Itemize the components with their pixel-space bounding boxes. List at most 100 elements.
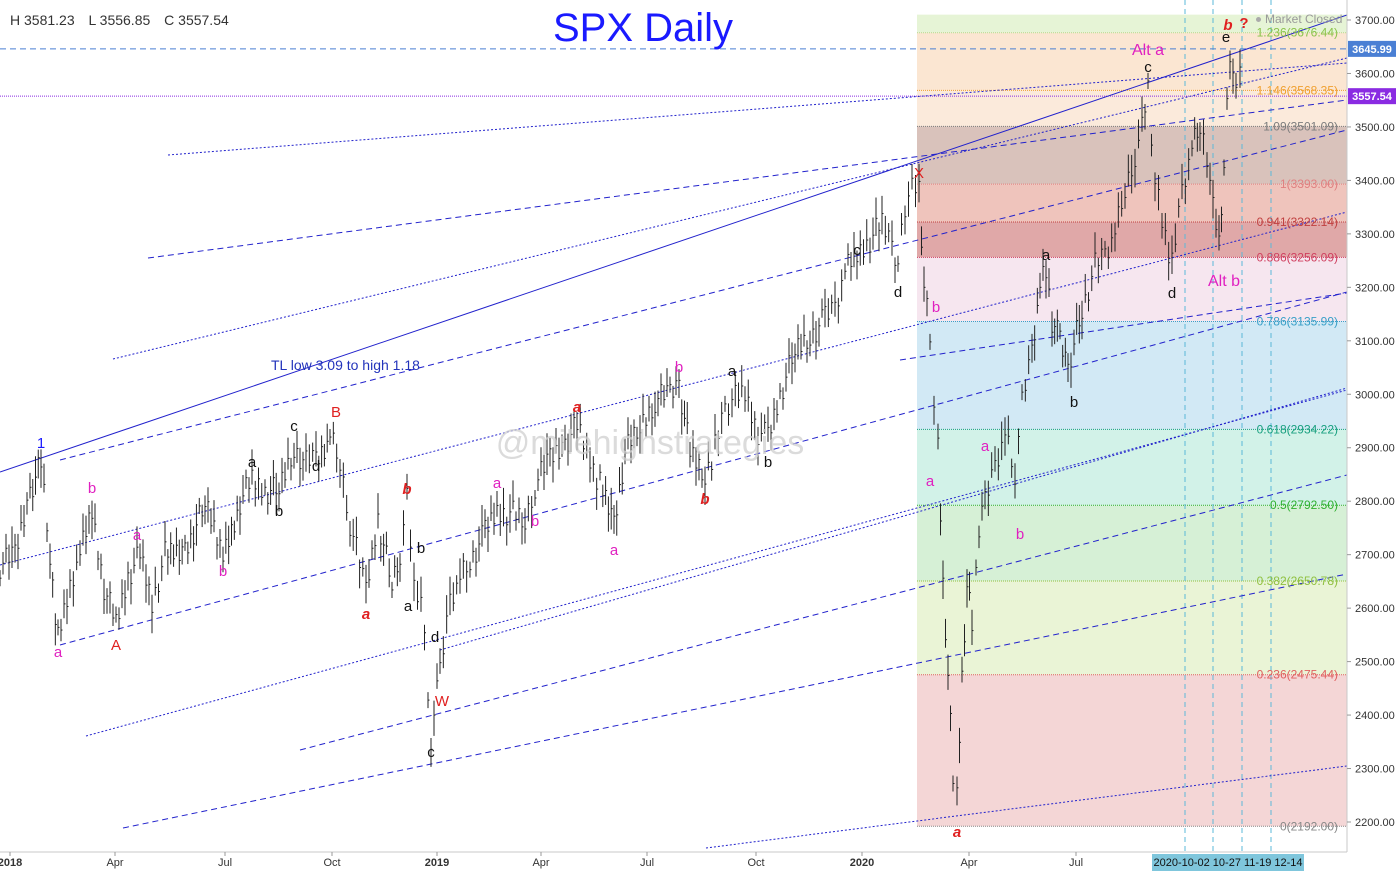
wave-label: A [111, 637, 121, 654]
wave-label: c [1144, 59, 1152, 76]
trendline-annotation: TL low 3.09 to high 1.18 [271, 357, 420, 373]
fib-level-label: 0.5(2792.50) [1270, 498, 1338, 512]
wave-label: d [894, 284, 902, 301]
y-tick-label: 2600.00 [1355, 603, 1395, 615]
wave-label: b [932, 299, 940, 316]
status-dot-icon [1256, 17, 1261, 23]
wave-label: X [914, 165, 924, 182]
fib-level-label: 1(3393.00) [1280, 177, 1338, 191]
wave-label: a [493, 475, 502, 492]
fib-level-label: 0.886(3256.09) [1257, 250, 1338, 264]
trendline [439, 387, 1347, 651]
price-tag [1348, 40, 1396, 57]
x-tick-label: 2018 [0, 857, 22, 869]
y-tick-label: 3600.00 [1355, 68, 1395, 80]
wave-label: a [610, 542, 619, 559]
fib-zone [917, 505, 1347, 581]
wave-label: Alt a [1132, 42, 1164, 59]
wave-label: c [853, 242, 861, 259]
fib-zone [917, 580, 1347, 675]
wave-label: a [362, 606, 370, 623]
wave-label: a [133, 527, 142, 544]
chart-title: SPX Daily [553, 6, 734, 50]
trendline [299, 474, 1347, 751]
wave-label: b [700, 491, 709, 508]
wave-label: a [728, 363, 737, 380]
y-tick-label: 3700.00 [1355, 15, 1395, 27]
y-tick-label: 3300.00 [1355, 229, 1395, 241]
wave-label: a [248, 454, 257, 471]
wave-label: b [402, 481, 411, 498]
x-tick-label: Jul [1069, 857, 1083, 869]
y-tick-label: 2500.00 [1355, 657, 1395, 669]
x-axis-bg [0, 852, 1397, 872]
wave-label: b [219, 563, 227, 580]
fib-level-label: 1.236(3676.44) [1257, 26, 1338, 40]
trendline [122, 573, 1347, 829]
trendline [85, 389, 1347, 737]
wave-label: b [275, 503, 283, 520]
trendline [167, 62, 1347, 156]
wave-label: c [290, 418, 298, 435]
ohlc-close: C 3557.54 [164, 12, 229, 28]
wave-label: d [1168, 285, 1176, 302]
fib-level-label: 0.618(2934.22) [1257, 422, 1338, 436]
wave-label: a [404, 598, 413, 615]
y-tick-label: 3500.00 [1355, 122, 1395, 134]
trendline [59, 291, 1347, 646]
y-tick-label: 2700.00 [1355, 550, 1395, 562]
wave-label: 1 [37, 435, 45, 452]
fib-level-label: 0.236(2475.44) [1257, 668, 1338, 682]
wave-label: B [331, 404, 341, 421]
price-tag-label: 3645.99 [1352, 44, 1392, 56]
fib-level-label: 0.941(3322.14) [1257, 215, 1338, 229]
wave-label: b [88, 480, 96, 497]
trendline [899, 292, 1347, 361]
fib-zone [917, 674, 1347, 827]
x-highlight-range [1152, 854, 1304, 871]
wave-label: b [531, 513, 539, 530]
wave-label: d [312, 458, 320, 475]
wave-label: b [417, 540, 425, 557]
x-tick-label: Jul [640, 857, 654, 869]
y-tick-label: 2200.00 [1355, 817, 1395, 829]
ohlc-low: L 3556.85 [88, 12, 151, 28]
y-tick-label: 2300.00 [1355, 764, 1395, 776]
wave-label: Alt b [1208, 273, 1240, 290]
market-status-text: Market Closed [1265, 12, 1343, 26]
fib-level-label: 0.786(3135.99) [1257, 315, 1338, 329]
wave-label: a [1042, 247, 1051, 264]
wave-label: b [675, 359, 683, 376]
wave-label: a [981, 438, 990, 455]
ohlc-readout: H 3581.23 L 3556.85 C 3557.54 [10, 12, 239, 28]
wave-label: ? [1239, 15, 1248, 32]
wave-label: a [926, 473, 935, 490]
wave-label: d [431, 629, 439, 646]
fib-zone-top [917, 14, 1347, 33]
watermark: @milehighstrategies [496, 424, 805, 462]
fib-zone [917, 257, 1347, 322]
x-tick-label: Apr [106, 857, 123, 869]
trendline [0, 14, 1347, 473]
x-tick-label: 2019 [425, 857, 449, 869]
fib-zone [917, 222, 1347, 258]
price-tag [1348, 88, 1396, 105]
trendline [147, 99, 1347, 259]
x-tick-label: Jul [218, 857, 232, 869]
ohlc-high: H 3581.23 [10, 12, 75, 28]
wave-label: a [54, 644, 63, 661]
wave-label: a [573, 399, 581, 416]
fib-level-label: 0.382(2650.78) [1257, 574, 1338, 588]
price-tag-label: 3557.54 [1352, 91, 1393, 103]
y-tick-label: 2400.00 [1355, 710, 1395, 722]
y-tick-label: 2900.00 [1355, 443, 1395, 455]
wave-label: W [435, 693, 450, 710]
y-tick-label: 2800.00 [1355, 496, 1395, 508]
y-tick-label: 3100.00 [1355, 336, 1395, 348]
fib-zone [917, 321, 1347, 430]
x-tick-label: Apr [960, 857, 977, 869]
x-highlight-label: 2020-10-02 10-27 11-19 12-14 [1153, 857, 1302, 869]
wave-label: e [1222, 29, 1230, 46]
